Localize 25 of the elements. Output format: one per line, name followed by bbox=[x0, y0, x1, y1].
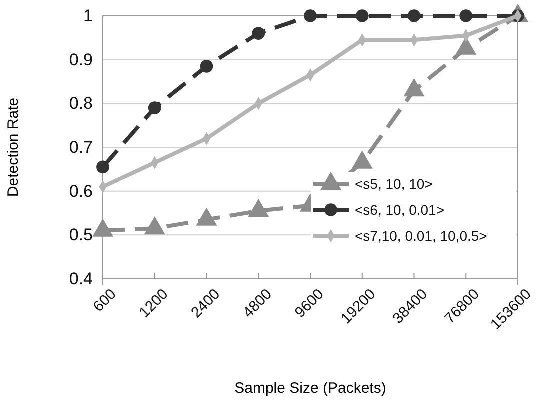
point bbox=[252, 27, 266, 40]
y-tick-label: 0.7 bbox=[69, 138, 93, 157]
point bbox=[148, 102, 162, 114]
x-axis-title: Sample Size (Packets) bbox=[234, 380, 386, 397]
y-tick-label: 0.6 bbox=[69, 182, 93, 201]
y-tick-label: 1 bbox=[84, 6, 93, 26]
legend-label: <s6, 10, 0.01> bbox=[355, 202, 445, 218]
legend-label: <s5, 10, 10> bbox=[355, 176, 433, 192]
y-tick-label: 0.9 bbox=[69, 50, 93, 70]
point bbox=[304, 10, 317, 22]
y-tick-label: 0.8 bbox=[69, 94, 93, 114]
x-tick-label: 600 bbox=[90, 286, 120, 316]
y-axis-title: Detection Rate bbox=[5, 98, 22, 198]
point bbox=[92, 218, 114, 237]
point bbox=[248, 198, 270, 218]
y-tick-label: 0.5 bbox=[69, 226, 93, 245]
point bbox=[200, 60, 214, 73]
point bbox=[356, 10, 369, 22]
point bbox=[352, 150, 373, 169]
legend-label: <s7,10, 0.01, 10,0.5> bbox=[355, 228, 488, 244]
point bbox=[408, 10, 421, 22]
point bbox=[460, 10, 473, 22]
point bbox=[144, 216, 166, 235]
y-tick-label: 0.4 bbox=[69, 269, 93, 288]
point bbox=[196, 208, 218, 226]
